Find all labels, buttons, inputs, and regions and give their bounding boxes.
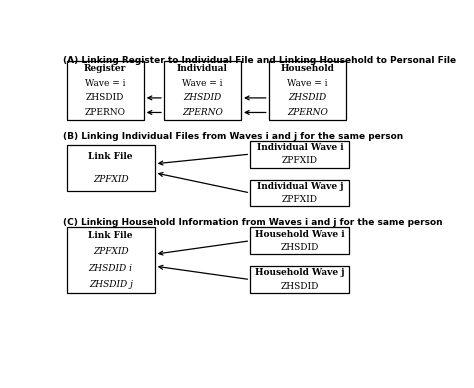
Text: ZHSDID j: ZHSDID j: [89, 280, 133, 289]
FancyBboxPatch shape: [250, 227, 349, 254]
FancyBboxPatch shape: [269, 61, 346, 120]
Text: ZHSDID: ZHSDID: [183, 94, 222, 102]
Text: ZPFXID: ZPFXID: [93, 175, 128, 184]
Text: Individual: Individual: [177, 64, 228, 73]
Text: ZHSDID i: ZHSDID i: [89, 264, 133, 273]
Text: ZPERNO: ZPERNO: [182, 108, 223, 117]
Text: Household Wave i: Household Wave i: [255, 230, 345, 239]
FancyBboxPatch shape: [66, 145, 155, 191]
Text: (C) Linking Household Information from Waves i and j for the same person: (C) Linking Household Information from W…: [63, 218, 443, 227]
Text: Link File: Link File: [89, 152, 133, 161]
Text: ZPERNO: ZPERNO: [85, 108, 126, 117]
Text: ZHSDID: ZHSDID: [281, 243, 319, 252]
Text: Wave = i: Wave = i: [182, 79, 223, 88]
Text: Individual Wave j: Individual Wave j: [256, 182, 343, 191]
Text: ZPERNO: ZPERNO: [287, 108, 328, 117]
Text: ZPFXID: ZPFXID: [93, 248, 128, 256]
Text: ZHSDID: ZHSDID: [288, 94, 326, 102]
FancyBboxPatch shape: [164, 61, 241, 120]
Text: ZHSDID: ZHSDID: [86, 94, 124, 102]
Text: Link File: Link File: [89, 231, 133, 240]
Text: (B) Linking Individual Files from Waves i and j for the same person: (B) Linking Individual Files from Waves …: [63, 132, 403, 141]
FancyBboxPatch shape: [250, 180, 349, 206]
Text: Register: Register: [84, 64, 127, 73]
Text: Wave = i: Wave = i: [85, 79, 126, 88]
Text: Household Wave j: Household Wave j: [255, 268, 345, 277]
Text: (A) Linking Register to Individual File and Linking Household to Personal File: (A) Linking Register to Individual File …: [63, 55, 456, 64]
FancyBboxPatch shape: [66, 61, 144, 120]
Text: Wave = i: Wave = i: [287, 79, 328, 88]
Text: Individual Wave i: Individual Wave i: [256, 143, 343, 152]
Text: ZPFXID: ZPFXID: [282, 195, 318, 204]
FancyBboxPatch shape: [66, 227, 155, 293]
FancyBboxPatch shape: [250, 266, 349, 293]
Text: ZHSDID: ZHSDID: [281, 282, 319, 291]
Text: Household: Household: [280, 64, 334, 73]
Text: ZPFXID: ZPFXID: [282, 156, 318, 165]
FancyBboxPatch shape: [250, 141, 349, 168]
